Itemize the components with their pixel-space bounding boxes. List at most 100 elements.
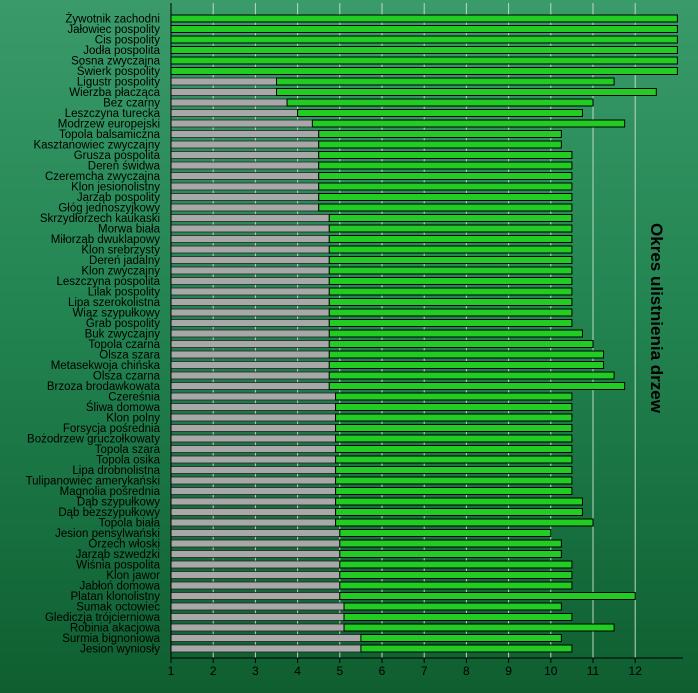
- range-bar: [328, 371, 615, 380]
- lead-bar: [170, 508, 336, 516]
- category-label: Modrzew europejski: [58, 119, 160, 131]
- range-bar: [170, 35, 678, 44]
- range-bar: [328, 214, 573, 222]
- lead-bar: [170, 119, 313, 128]
- range-bar: [335, 445, 573, 453]
- category-label: Topola szara: [95, 444, 161, 456]
- lead-bar: [170, 413, 336, 422]
- range-bar: [335, 476, 573, 485]
- category-label: Miłorząb dwuklapowy: [51, 234, 161, 246]
- tick-label: 11: [587, 664, 600, 678]
- category-label: Platan klonolistny: [71, 591, 161, 603]
- range-bar: [339, 592, 636, 600]
- category-label: Grab pospolity: [86, 318, 160, 330]
- lead-bar: [170, 203, 320, 212]
- category-label: Jodła pospolita: [83, 45, 160, 57]
- tick-label: 6: [379, 664, 386, 678]
- category-label: Dąb szypułkowy: [77, 497, 160, 509]
- lead-bar: [170, 613, 345, 621]
- range-bar: [318, 172, 573, 180]
- chart-title: Okres ulistnienia drzew: [647, 223, 666, 414]
- category-label: Topola biała: [99, 518, 161, 530]
- range-bar: [335, 434, 573, 443]
- category-label: Wiśnia pospolita: [76, 560, 160, 572]
- lead-bar: [170, 571, 341, 579]
- lead-bar: [170, 77, 277, 86]
- range-bar: [328, 382, 626, 390]
- category-label: Grusza pospolita: [74, 150, 161, 162]
- lead-bar: [170, 350, 330, 359]
- range-bar: [335, 466, 573, 474]
- lead-bar: [170, 214, 330, 222]
- lead-bar: [170, 235, 330, 243]
- range-bar: [339, 539, 562, 548]
- category-label: Forsycja pośrednia: [63, 423, 161, 435]
- range-bar: [276, 77, 615, 86]
- category-label: Wierzba płacząca: [69, 87, 160, 99]
- lead-bar: [170, 308, 330, 317]
- category-label: Jesion pensylwański: [55, 528, 160, 540]
- category-label: Tulipanowiec amerykański: [26, 476, 160, 488]
- lead-bar: [170, 518, 336, 527]
- lead-bar: [170, 151, 320, 159]
- lead-bar: [170, 298, 330, 306]
- lead-bar: [170, 329, 330, 338]
- category-label: Klon polny: [106, 413, 160, 425]
- tick-label: 4: [294, 664, 301, 678]
- category-label: Brzoza brodawkowata: [47, 381, 161, 393]
- range-bar: [318, 193, 573, 201]
- range-bar: [335, 518, 594, 527]
- x-axis-ticks: 1 2 3 4 5 6 7 8 9 10 11 12: [168, 658, 643, 678]
- range-bar: [318, 130, 562, 138]
- lead-bar: [170, 319, 330, 327]
- lead-bar: [170, 382, 330, 390]
- lead-bar: [170, 245, 330, 254]
- gray-lead-bars: [170, 77, 362, 653]
- category-label: Wiąz szypułkowy: [72, 308, 160, 320]
- lead-bar: [170, 539, 341, 548]
- lead-bar: [170, 476, 336, 485]
- lead-bar: [170, 182, 320, 191]
- category-label: Olsza czarna: [93, 371, 161, 383]
- lead-bar: [170, 602, 345, 611]
- tick-label: 5: [336, 664, 343, 678]
- range-bar: [328, 361, 605, 369]
- green-range-bars: [170, 14, 678, 653]
- lead-bar: [170, 592, 341, 600]
- category-label: Głóg jednoszyjkowy: [58, 203, 160, 215]
- range-bar: [335, 424, 573, 432]
- lead-bar: [170, 193, 320, 201]
- category-label: Magnolia pośrednia: [60, 486, 161, 498]
- category-label: Leszczyna turecka: [65, 108, 161, 120]
- category-label: Surmia bignoniowa: [62, 633, 160, 645]
- lead-bar: [170, 172, 320, 180]
- range-bar: [318, 140, 562, 149]
- range-bar: [339, 560, 573, 569]
- range-bar: [318, 151, 573, 159]
- range-bar: [318, 161, 573, 170]
- range-bar: [170, 56, 678, 65]
- range-bar: [335, 392, 573, 401]
- range-bar: [328, 329, 583, 338]
- range-bar: [276, 88, 657, 96]
- range-bar: [339, 571, 573, 579]
- range-bar: [339, 550, 562, 558]
- tick-label: 7: [421, 664, 428, 678]
- lead-bar: [170, 266, 330, 275]
- category-label: Jesion wyniosły: [80, 644, 160, 656]
- tick-label: 12: [629, 664, 643, 678]
- lead-bar: [170, 392, 336, 401]
- tick-label: 2: [210, 664, 217, 678]
- range-bar: [328, 245, 573, 254]
- range-bar: [170, 46, 678, 54]
- category-label: Orzech włoski: [88, 539, 160, 551]
- category-label: Buk zwyczajny: [85, 329, 161, 341]
- lead-bar: [170, 550, 341, 558]
- category-label: Lipa szerokolistna: [68, 297, 161, 309]
- category-label: Bez czarny: [103, 98, 160, 110]
- range-bar: [335, 455, 573, 464]
- category-label: Leszczyna pospolita: [56, 276, 160, 288]
- range-bar: [328, 319, 573, 327]
- range-bar: [343, 602, 562, 611]
- category-label: Klon jesionolistny: [71, 182, 160, 194]
